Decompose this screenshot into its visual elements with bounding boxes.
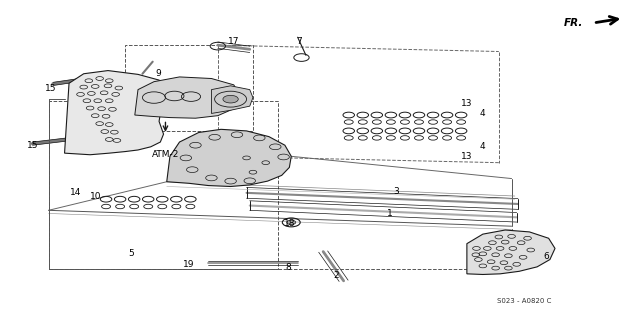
Text: 3: 3 — [394, 187, 399, 196]
Text: 2: 2 — [333, 271, 339, 280]
Text: 1: 1 — [387, 209, 393, 218]
Polygon shape — [211, 86, 253, 114]
Polygon shape — [135, 77, 240, 118]
Polygon shape — [467, 230, 555, 274]
Text: ATM-2: ATM-2 — [152, 150, 179, 159]
Text: 15: 15 — [27, 141, 38, 150]
Text: 10: 10 — [90, 191, 101, 201]
Text: 18: 18 — [284, 219, 296, 227]
Text: FR.: FR. — [564, 18, 583, 28]
Text: 14: 14 — [70, 188, 81, 197]
Text: 17: 17 — [228, 38, 239, 47]
Text: 15: 15 — [45, 84, 56, 93]
Polygon shape — [167, 129, 291, 187]
Bar — [125, 45, 253, 131]
Bar — [49, 101, 278, 269]
Text: 9: 9 — [155, 69, 161, 78]
Text: S023 - A0820 C: S023 - A0820 C — [497, 298, 552, 304]
Circle shape — [287, 220, 296, 225]
Text: 4: 4 — [480, 109, 486, 118]
Text: 7: 7 — [297, 38, 303, 47]
Text: 8: 8 — [285, 263, 291, 272]
Polygon shape — [65, 70, 166, 155]
Text: 4: 4 — [480, 142, 486, 151]
Text: 5: 5 — [129, 249, 134, 258]
Text: 13: 13 — [461, 100, 472, 108]
Text: 19: 19 — [183, 260, 195, 269]
Text: 6: 6 — [544, 252, 550, 261]
Text: 13: 13 — [461, 152, 472, 161]
Circle shape — [223, 95, 238, 103]
